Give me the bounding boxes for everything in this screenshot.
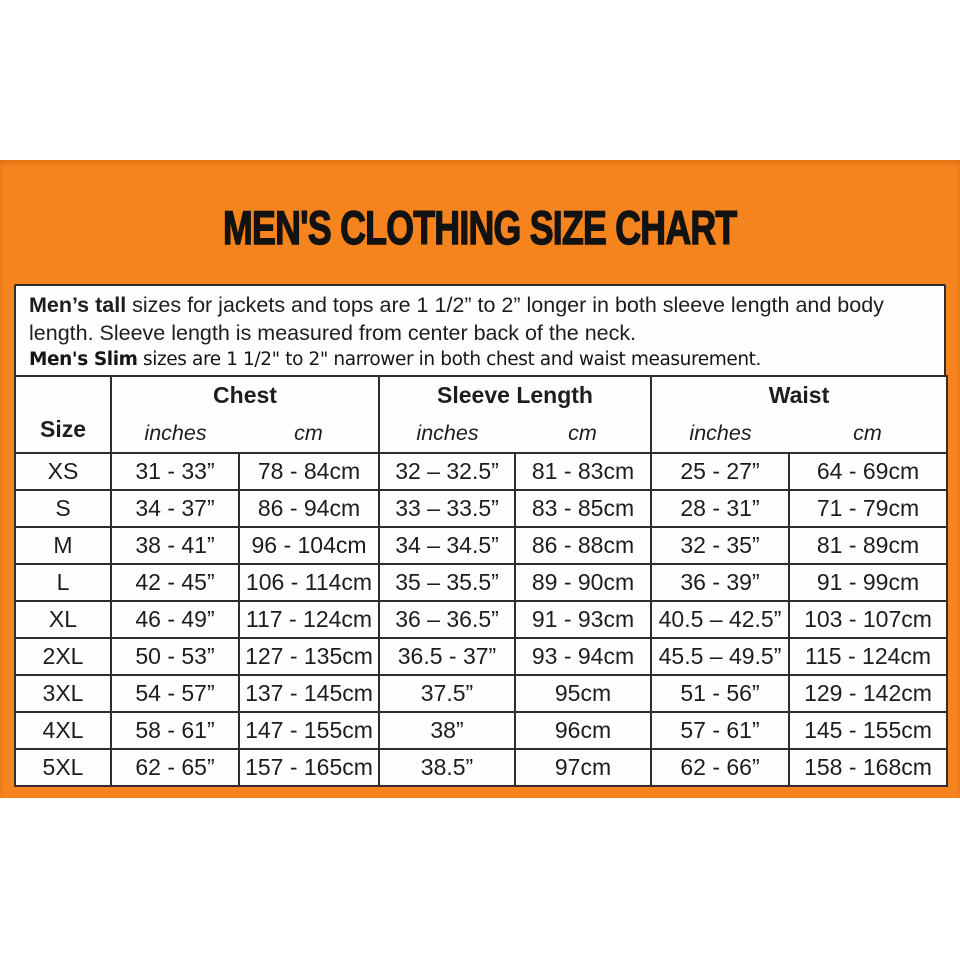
cell-chest-cm: 96 - 104cm <box>238 526 380 565</box>
cell-chest-cm: 147 - 155cm <box>238 711 380 750</box>
cell-waist-inches: 25 - 27” <box>650 452 790 491</box>
group-header-row: Size Chest Sleeve Length Waist <box>15 376 947 442</box>
title-area: MEN'S CLOTHING SIZE CHART <box>0 160 960 258</box>
table-row-s: S 34 - 37” 86 - 94cm 33 – 33.5” 83 - 85c… <box>14 489 948 528</box>
cell-waist-inches: 32 - 35” <box>650 526 790 565</box>
cell-waist-inches: 62 - 66” <box>650 748 790 787</box>
col-group-waist: Waist <box>650 376 947 414</box>
cell-sleeve-cm: 96cm <box>514 711 652 750</box>
cell-chest-inches: 42 - 45” <box>110 563 240 602</box>
cell-chest-inches: 31 - 33” <box>110 452 240 491</box>
cell-chest-cm: 106 - 114cm <box>238 563 380 602</box>
cell-chest-cm: 86 - 94cm <box>238 489 380 528</box>
cell-chest-inches: 62 - 65” <box>110 748 240 787</box>
cell-sleeve-inches: 36.5 - 37” <box>378 637 516 676</box>
cell-sleeve-cm: 91 - 93cm <box>514 600 652 639</box>
cell-waist-cm: 64 - 69cm <box>788 452 948 491</box>
cell-size: S <box>14 489 112 528</box>
table-row-m: M 38 - 41” 96 - 104cm 34 – 34.5” 86 - 88… <box>14 526 948 565</box>
note-slim-text: sizes are 1 1/2" to 2" narrower in both … <box>137 349 762 370</box>
note-tall-text: sizes for jackets and tops are 1 1/2” to… <box>29 293 884 345</box>
cell-sleeve-cm: 95cm <box>514 674 652 713</box>
cell-chest-inches: 34 - 37” <box>110 489 240 528</box>
cell-chest-inches: 38 - 41” <box>110 526 240 565</box>
cell-sleeve-inches: 36 – 36.5” <box>378 600 516 639</box>
page-title: MEN'S CLOTHING SIZE CHART <box>223 201 738 254</box>
note-tall-sizes: Men’s tall sizes for jackets and tops ar… <box>29 291 931 347</box>
cell-size: M <box>14 526 112 565</box>
cell-waist-cm: 103 - 107cm <box>788 600 948 639</box>
notes-box: Men’s tall sizes for jackets and tops ar… <box>14 284 946 377</box>
col-header-chest-cm: cm <box>294 420 323 445</box>
cell-size: L <box>14 563 112 602</box>
unit-header-row: inches cm inches cm inches cm <box>15 414 947 453</box>
cell-sleeve-inches: 38.5” <box>378 748 516 787</box>
cell-chest-cm: 127 - 135cm <box>238 637 380 676</box>
cell-waist-inches: 57 - 61” <box>650 711 790 750</box>
cell-chest-cm: 117 - 124cm <box>238 600 380 639</box>
cell-sleeve-inches: 32 – 32.5” <box>378 452 516 491</box>
cell-sleeve-inches: 37.5” <box>378 674 516 713</box>
cell-chest-inches: 50 - 53” <box>110 637 240 676</box>
cell-sleeve-inches: 34 – 34.5” <box>378 526 516 565</box>
cell-sleeve-cm: 81 - 83cm <box>514 452 652 491</box>
cell-waist-cm: 145 - 155cm <box>788 711 948 750</box>
table-row-xs: XS 31 - 33” 78 - 84cm 32 – 32.5” 81 - 83… <box>14 452 948 491</box>
table-body: XS 31 - 33” 78 - 84cm 32 – 32.5” 81 - 83… <box>14 452 948 787</box>
cell-waist-cm: 129 - 142cm <box>788 674 948 713</box>
table-row-4xl: 4XL 58 - 61” 147 - 155cm 38” 96cm 57 - 6… <box>14 711 948 750</box>
cell-sleeve-cm: 97cm <box>514 748 652 787</box>
cell-chest-cm: 78 - 84cm <box>238 452 380 491</box>
cell-size: 5XL <box>14 748 112 787</box>
cell-size: 3XL <box>14 674 112 713</box>
table-row-3xl: 3XL 54 - 57” 137 - 145cm 37.5” 95cm 51 -… <box>14 674 948 713</box>
cell-sleeve-inches: 33 – 33.5” <box>378 489 516 528</box>
cell-size: XL <box>14 600 112 639</box>
cell-waist-inches: 36 - 39” <box>650 563 790 602</box>
col-header-size: Size <box>39 416 87 442</box>
col-group-sleeve-length: Sleeve Length <box>378 376 651 414</box>
cell-sleeve-inches: 35 – 35.5” <box>378 563 516 602</box>
table-row-l: L 42 - 45” 106 - 114cm 35 – 35.5” 89 - 9… <box>14 563 948 602</box>
note-slim-sizes: Men's Slim sizes are 1 1/2" to 2" narrow… <box>29 347 931 372</box>
size-chart-table: Size Chest Sleeve Length Waist inches cm… <box>14 375 948 787</box>
cell-waist-inches: 51 - 56” <box>650 674 790 713</box>
note-slim-label: Men's Slim <box>29 349 138 370</box>
cell-waist-inches: 45.5 – 49.5” <box>650 637 790 676</box>
cell-size: XS <box>14 452 112 491</box>
col-group-chest: Chest <box>110 376 379 414</box>
cell-waist-cm: 115 - 124cm <box>788 637 948 676</box>
cell-sleeve-cm: 93 - 94cm <box>514 637 652 676</box>
col-header-waist-inches: inches <box>650 414 789 453</box>
cell-size: 2XL <box>14 637 112 676</box>
cell-waist-cm: 81 - 89cm <box>788 526 948 565</box>
cell-waist-inches: 40.5 – 42.5” <box>650 600 790 639</box>
cell-waist-cm: 71 - 79cm <box>788 489 948 528</box>
col-header-sleeve-inches: inches <box>378 414 515 453</box>
col-header-chest-inches: inches <box>110 414 239 453</box>
cell-sleeve-cm: 86 - 88cm <box>514 526 652 565</box>
table-header: Size Chest Sleeve Length Waist inches cm… <box>15 376 947 453</box>
col-header-sleeve-cm: cm <box>568 420 597 445</box>
orange-panel: MEN'S CLOTHING SIZE CHART Men’s tall siz… <box>0 160 960 798</box>
cell-sleeve-cm: 89 - 90cm <box>514 563 652 602</box>
cell-sleeve-inches: 38” <box>378 711 516 750</box>
cell-chest-cm: 137 - 145cm <box>238 674 380 713</box>
table-row-5xl: 5XL 62 - 65” 157 - 165cm 38.5” 97cm 62 -… <box>14 748 948 787</box>
cell-chest-inches: 54 - 57” <box>110 674 240 713</box>
table-row-xl: XL 46 - 49” 117 - 124cm 36 – 36.5” 91 - … <box>14 600 948 639</box>
cell-waist-cm: 91 - 99cm <box>788 563 948 602</box>
cell-waist-cm: 158 - 168cm <box>788 748 948 787</box>
cell-waist-inches: 28 - 31” <box>650 489 790 528</box>
col-header-waist-cm: cm <box>853 420 882 445</box>
cell-chest-cm: 157 - 165cm <box>238 748 380 787</box>
cell-chest-inches: 46 - 49” <box>110 600 240 639</box>
note-tall-label: Men’s tall <box>29 293 127 317</box>
cell-chest-inches: 58 - 61” <box>110 711 240 750</box>
cell-size: 4XL <box>14 711 112 750</box>
table-row-2xl: 2XL 50 - 53” 127 - 135cm 36.5 - 37” 93 -… <box>14 637 948 676</box>
cell-sleeve-cm: 83 - 85cm <box>514 489 652 528</box>
